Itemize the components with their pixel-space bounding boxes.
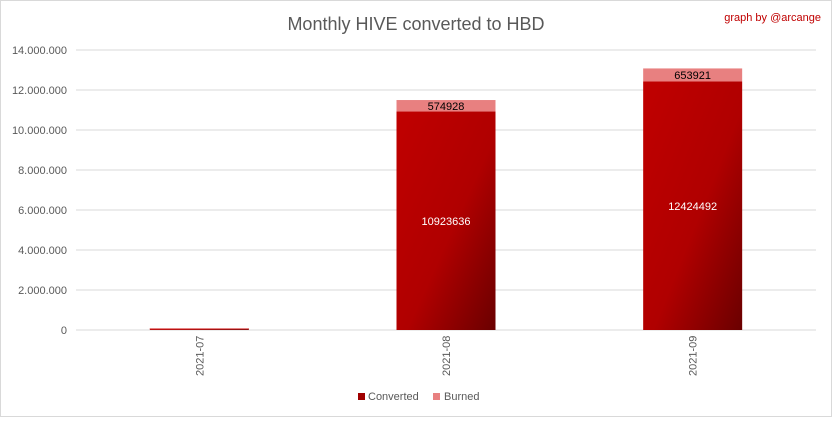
bar-burned-2021-08 (396, 100, 496, 112)
x-tick-label: 2021-09 (688, 336, 700, 376)
y-tick-label: 4.000.000 (18, 245, 67, 257)
bar-converted-2021-08 (396, 111, 496, 330)
y-tick-label: 10.000.000 (12, 125, 67, 137)
y-tick-label: 6.000.000 (18, 205, 67, 217)
legend-swatch-burned (433, 393, 440, 400)
data-label: 653921 (674, 70, 711, 82)
y-tick-label: 12.000.000 (12, 85, 67, 97)
y-tick-label: 14.000.000 (12, 45, 67, 57)
x-tick-label: 2021-07 (194, 336, 206, 376)
y-tick-label: 8.000.000 (18, 165, 67, 177)
bar-converted-2021-07 (149, 328, 249, 330)
data-label: 574928 (428, 101, 465, 113)
legend-swatch-converted (358, 393, 365, 400)
bar-burned-2021-09 (643, 68, 743, 82)
legend-label-converted: Converted (368, 391, 419, 403)
legend: Converted Burned (358, 391, 479, 403)
y-tick-label: 0 (61, 325, 67, 337)
data-label: 10923636 (422, 216, 471, 228)
credit-label: graph by @arcange (724, 12, 821, 24)
y-tick-label: 2.000.000 (18, 285, 67, 297)
legend-label-burned: Burned (444, 391, 479, 403)
bar-converted-2021-09 (643, 81, 743, 330)
data-label: 12424492 (668, 201, 717, 213)
chart-title: Monthly HIVE converted to HBD (287, 14, 544, 34)
x-tick-label: 2021-08 (441, 336, 453, 376)
bar-burned-2021-07 (149, 328, 249, 330)
